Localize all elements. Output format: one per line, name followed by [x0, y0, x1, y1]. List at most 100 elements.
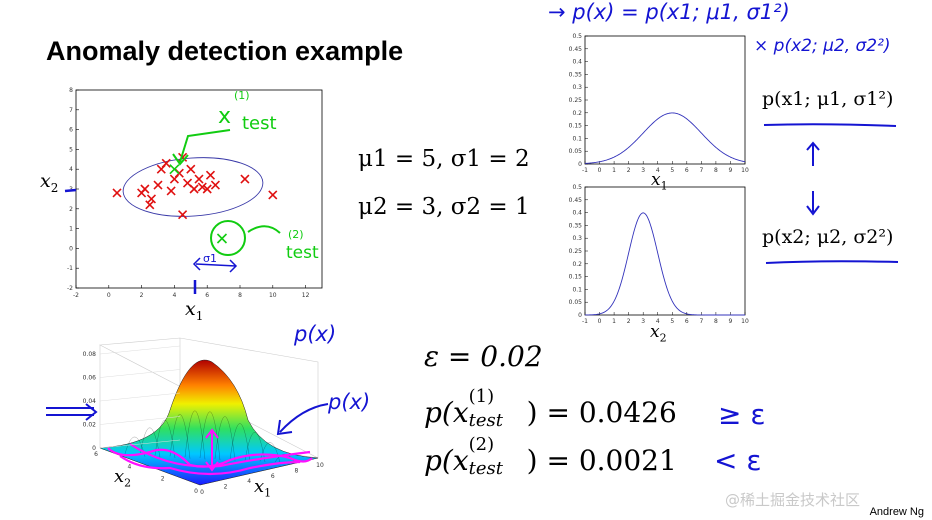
- scatter-ytick-label: 2: [69, 206, 73, 213]
- surface-ztick-label: 0.04: [83, 398, 97, 405]
- scatter-xtick-label: 4: [172, 292, 176, 299]
- density-xtick-label: 7: [699, 318, 703, 325]
- p-test2-row: p(x (2) test) = 0.0021: [424, 434, 677, 479]
- surface-xtick-label: 2: [224, 484, 228, 491]
- scatter-ylabel: x2: [40, 170, 59, 195]
- density-xtick-label: 1: [612, 318, 616, 325]
- epsilon-value: ε = 0.02: [424, 340, 543, 373]
- formula-p-x2: p(x2; μ2, σ2²): [762, 226, 894, 248]
- density-xtick-label: 6: [685, 167, 689, 174]
- density-ytick-label: 0.5: [572, 33, 582, 40]
- surface-zgrid-line: [99, 392, 181, 402]
- surface-xtick-label: 4: [247, 478, 251, 485]
- density-xtick-label: 5: [670, 318, 674, 325]
- density-xtick-label: 1: [612, 167, 616, 174]
- surface-zgrid-line: [99, 416, 181, 425]
- author-credit: Andrew Ng: [867, 506, 926, 518]
- surface-zgrid-line: [99, 345, 181, 355]
- scatter-xtick-label: 0: [107, 292, 111, 299]
- density-xtick-label: 3: [641, 318, 645, 325]
- test-point: [216, 233, 228, 244]
- slide-title: Anomaly detection example: [46, 36, 404, 66]
- handwriting-lt-epsilon: < ε: [714, 444, 762, 477]
- surface-xtick-label: 6: [271, 473, 275, 480]
- density-xtick-label: 2: [627, 318, 631, 325]
- density-xtick-label: 10: [741, 167, 749, 174]
- test2-arrow: [247, 225, 281, 234]
- data-point: [146, 194, 157, 204]
- handwriting-px-label-right: p(x): [328, 390, 371, 414]
- test-point: [169, 164, 180, 175]
- data-point: [186, 164, 196, 174]
- p-test2-scripts: (2) test: [469, 434, 527, 479]
- data-point: [166, 186, 176, 196]
- data-point: [202, 184, 212, 194]
- p-test1-value: = 0.0426: [546, 396, 677, 429]
- density-ytick-label: 0: [578, 161, 582, 168]
- density-xtick-label: 9: [729, 318, 733, 325]
- density-ytick-label: 0.4: [572, 59, 582, 66]
- p-test1-prefix: p(x: [424, 396, 469, 429]
- data-point: [210, 180, 220, 190]
- density-ytick-label: 0.45: [569, 197, 583, 204]
- params-line2: μ2 = 3, σ2 = 1: [358, 194, 530, 220]
- data-point: [194, 174, 204, 184]
- scatter-ytick-label: 7: [69, 107, 73, 114]
- test1-arrow-head: [172, 153, 189, 166]
- density-ytick-label: 0.35: [569, 71, 583, 78]
- handwriting-px-label-top: p(x): [294, 322, 337, 346]
- density-xtick-label: 8: [714, 167, 718, 174]
- formula-underline-bottom: [765, 260, 899, 264]
- scatter-ytick-label: 0: [69, 245, 73, 252]
- density-xtick-label: 9: [729, 167, 733, 174]
- data-point: [112, 188, 122, 198]
- density-ytick-label: 0.2: [572, 110, 582, 117]
- density-curve-x2: [584, 212, 745, 316]
- surface-ytick-label: 0: [194, 488, 198, 495]
- density-ytick-label: 0.1: [572, 286, 582, 293]
- data-point: [145, 200, 155, 210]
- density-ytick-label: 0.25: [569, 97, 583, 104]
- density-ytick-label: 0.25: [569, 248, 583, 255]
- handwriting-px-product: → p(x) = p(x1; μ1, σ1²): [548, 0, 790, 24]
- density-ytick-label: 0.05: [569, 299, 583, 306]
- density-xtick-label: 5: [670, 167, 674, 174]
- surface-xlabel: x1: [254, 476, 272, 500]
- test2-circle: [210, 220, 246, 256]
- density-ytick-label: 0.5: [572, 184, 582, 191]
- density-ytick-label: 0.15: [569, 274, 583, 281]
- density-xtick-label: 0: [598, 167, 602, 174]
- scatter-ytick-label: 4: [69, 166, 73, 173]
- density-xtick-label: 6: [685, 318, 689, 325]
- density-xtick-label: 3: [641, 167, 645, 174]
- density-xtick-label: 4: [656, 167, 660, 174]
- watermark: @稀土掘金技术社区: [724, 491, 860, 509]
- density-ytick-label: 0.4: [572, 210, 582, 217]
- density-xtick-label: 2: [627, 167, 631, 174]
- surface-ylabel: x2: [114, 466, 132, 490]
- density-xtick-label: -1: [582, 167, 588, 174]
- density-xtick-label: 8: [714, 318, 718, 325]
- scatter-ytick-label: 6: [69, 127, 73, 134]
- density-ytick-label: 0.3: [572, 84, 582, 91]
- x2-mark: [64, 188, 77, 193]
- scatter-xtick-label: 10: [269, 292, 277, 299]
- test2-sup-annotation: (2): [288, 228, 304, 241]
- scatter-ytick-label: 1: [69, 226, 73, 233]
- surface-xtick-label: 0: [200, 489, 204, 496]
- density-ytick-label: 0.45: [569, 46, 583, 53]
- density-surface-plot: 0.08 0.06 0.04 0.02 0 0 2 4 6 8 10 0 2 4 6: [83, 337, 324, 496]
- data-point: [156, 164, 166, 174]
- density-plot-x2: 0.50.450.40.350.30.250.20.150.10.050-1 0 1…: [569, 184, 749, 325]
- scatter-xtick-label: -2: [73, 292, 79, 299]
- test1-arrow: [179, 129, 231, 163]
- density-ytick-label: 0.1: [572, 135, 582, 142]
- left-pointer-arrow: [46, 403, 98, 421]
- surface-ztick-label: 0: [92, 445, 96, 452]
- density-top-xlabel: x1: [651, 170, 668, 193]
- data-point: [178, 210, 188, 220]
- density-ytick-label: 0.05: [569, 148, 583, 155]
- sigma-arrow: [195, 263, 237, 267]
- scatter-ytick-label: -1: [67, 265, 73, 272]
